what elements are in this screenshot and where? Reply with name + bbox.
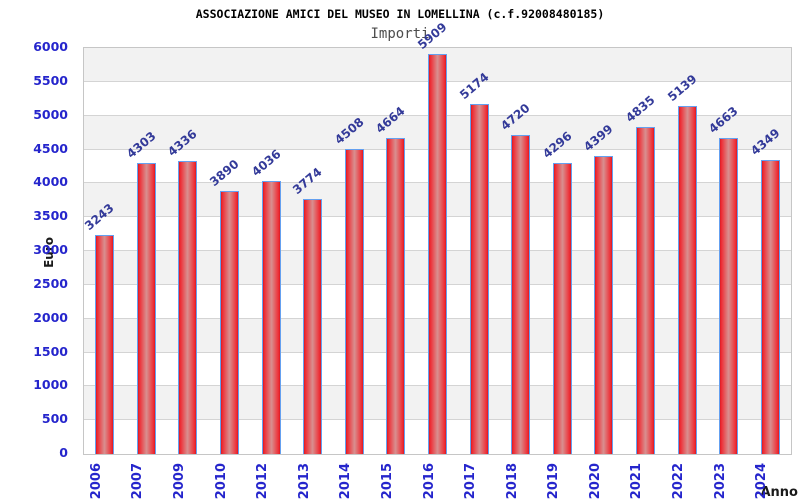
bar (511, 134, 531, 454)
x-tick-label: 2007 (130, 463, 146, 500)
x-tick-label: 2018 (504, 463, 520, 500)
bar (428, 54, 447, 454)
y-tick-label: 6000 (33, 39, 68, 54)
bar (303, 198, 323, 454)
y-tick-label: 2000 (33, 309, 68, 325)
x-tick-label: 2017 (463, 463, 479, 500)
plot-area: 3243 4303 4336 3890 4036 3774 4508 4664 5909 5174… (82, 20, 792, 455)
y-tick-label: 4500 (33, 140, 68, 156)
chart-subtitle: Importi (370, 26, 430, 42)
bar (635, 126, 655, 454)
x-tick-label: 2009 (171, 463, 187, 500)
y-tick-label: 1500 (33, 343, 68, 359)
y-tick-label: 0 (59, 445, 68, 460)
x-tick-label: 2023 (712, 463, 728, 500)
bar (178, 160, 198, 454)
y-tick-label: 4000 (33, 174, 68, 190)
bar (594, 156, 614, 454)
bar (344, 148, 364, 454)
y-tick-label: 2500 (33, 275, 68, 291)
chart-title: ASSOCIAZIONE AMICI DEL MUSEO IN LOMELLIN… (195, 7, 605, 21)
bar (386, 138, 406, 454)
x-tick-label: 2012 (255, 463, 271, 500)
bar (677, 106, 697, 454)
y-tick-label: 3000 (33, 242, 68, 257)
bar (469, 103, 489, 454)
bar (220, 190, 240, 454)
bar (760, 159, 780, 454)
bar (261, 180, 281, 454)
x-tick-label: 2010 (213, 463, 229, 500)
y-tick-label: 3500 (33, 208, 68, 224)
bar (552, 163, 572, 454)
y-tick-label: 500 (41, 411, 68, 427)
x-tick-label: 2021 (629, 463, 645, 500)
x-tick-label: 2020 (587, 463, 603, 500)
x-tick-label: 2016 (421, 463, 437, 500)
x-tick-label: 2013 (296, 463, 312, 500)
x-tick-label: 2024 (754, 463, 770, 500)
x-tick-label: 2014 (338, 463, 354, 500)
bar (136, 162, 156, 454)
y-tick-label: 5500 (33, 72, 68, 88)
x-tick-label: 2006 (88, 463, 104, 500)
y-tick-label: 5000 (33, 106, 68, 122)
x-tick-label: 2015 (379, 463, 395, 500)
y-tick-label: 1000 (33, 377, 68, 393)
bar (719, 138, 739, 454)
bar (95, 234, 115, 454)
x-tick-label: 2019 (546, 463, 562, 500)
x-axis-label: Anno (760, 485, 798, 500)
x-tick-label: 2022 (671, 463, 687, 500)
